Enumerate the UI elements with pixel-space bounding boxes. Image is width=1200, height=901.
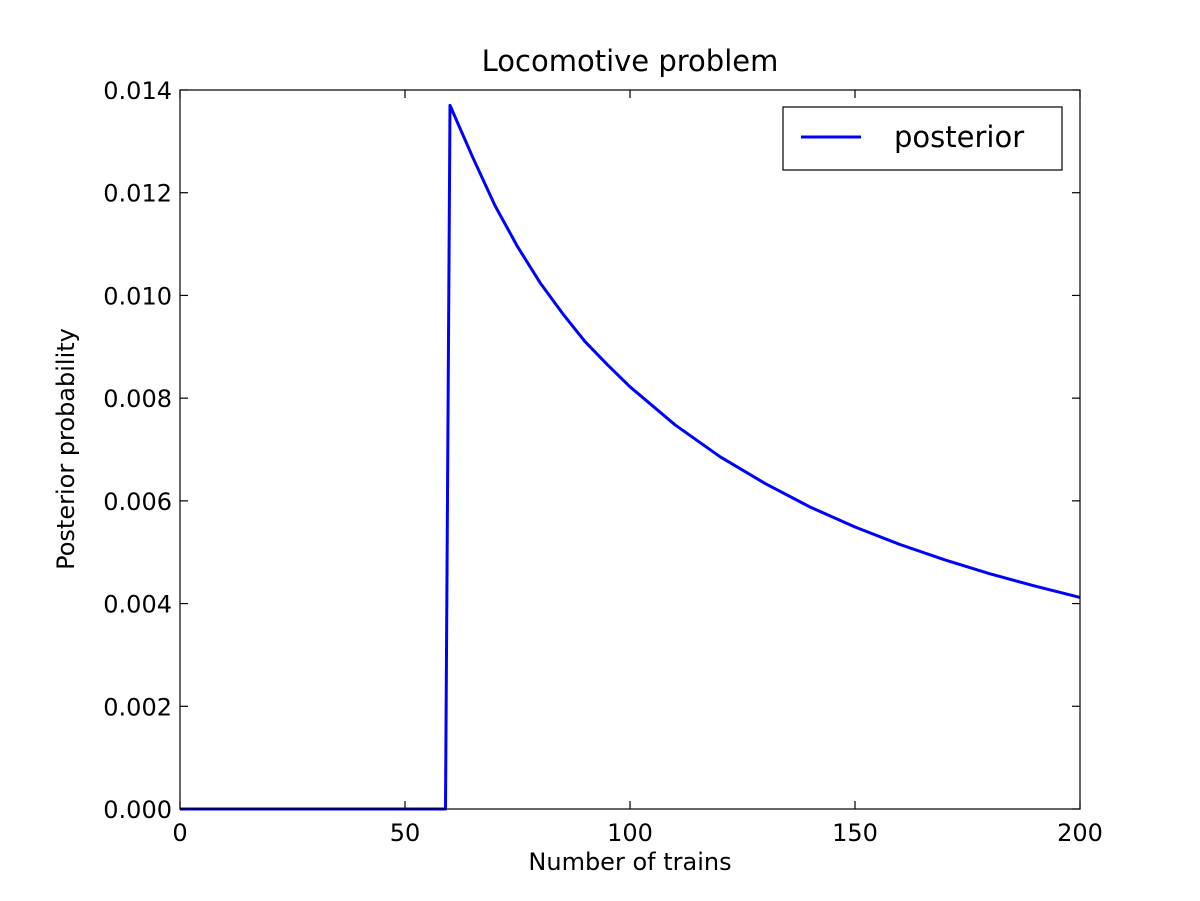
x-axis-label: Number of trains <box>528 848 731 876</box>
x-tick-label: 50 <box>390 819 421 847</box>
chart-title: Locomotive problem <box>482 44 779 78</box>
x-tick-label: 150 <box>832 819 878 847</box>
y-axis-ticks: 0.000 0.002 0.004 0.006 0.008 0.010 0.012 0.014 <box>103 77 1080 824</box>
y-tick-label: 0.014 <box>103 77 172 105</box>
legend-label-posterior: posterior <box>894 120 1024 154</box>
x-axis-ticks: 0 50 100 150 200 <box>172 90 1103 847</box>
y-tick-label: 0.010 <box>103 282 172 310</box>
y-tick-label: 0.008 <box>103 385 172 413</box>
y-axis-label: Posterior probability <box>52 328 80 570</box>
plot-frame <box>179 89 1081 810</box>
x-tick-label: 200 <box>1057 819 1103 847</box>
series-line-posterior <box>180 103 1081 811</box>
plot-area <box>180 103 1081 811</box>
x-tick-label: 100 <box>607 819 653 847</box>
y-tick-label: 0.002 <box>103 693 172 721</box>
y-tick-label: 0.006 <box>103 488 172 516</box>
y-tick-label: 0.004 <box>103 591 172 619</box>
legend: posterior <box>782 106 1063 171</box>
y-tick-label: 0.000 <box>103 796 172 824</box>
x-tick-label: 0 <box>172 819 187 847</box>
y-tick-label: 0.012 <box>103 180 172 208</box>
